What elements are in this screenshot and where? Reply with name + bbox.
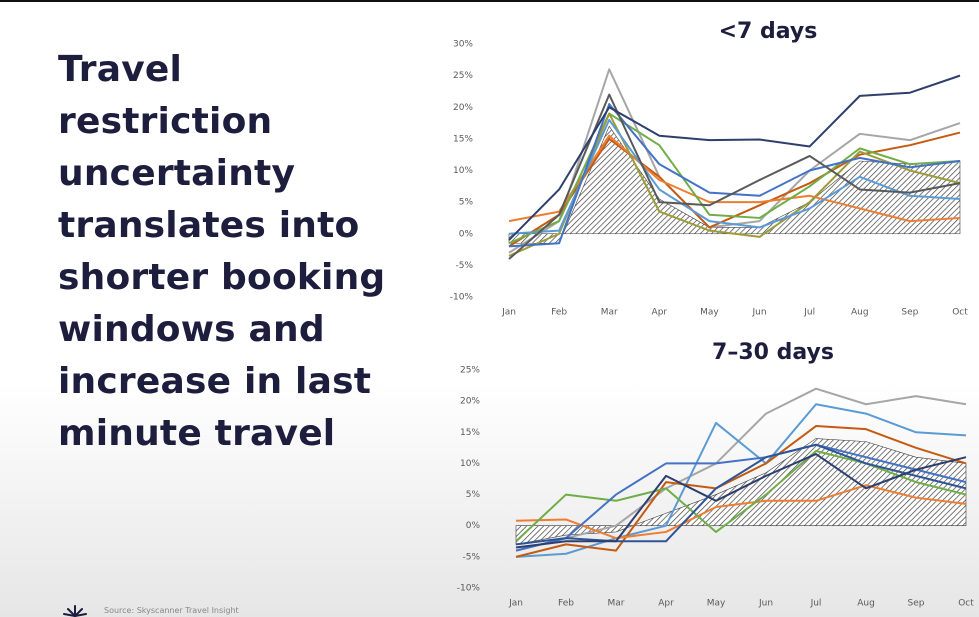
series-line	[515, 443, 967, 552]
x-tick-label: Aug	[851, 308, 869, 318]
y-tick-label: -10%	[450, 293, 474, 303]
headline-line: uncertainty	[58, 153, 296, 194]
x-tick-label: Sep	[908, 599, 925, 609]
headline-line: minute travel	[58, 413, 336, 454]
x-tick-label: May	[700, 308, 719, 318]
headline-line: shorter booking	[58, 257, 386, 298]
series-line	[515, 425, 967, 558]
y-tick-label: 0%	[466, 521, 481, 531]
headline-line: Travel	[58, 49, 183, 90]
headline-line: restriction	[58, 101, 273, 142]
x-tick-label: Feb	[558, 599, 574, 609]
x-tick-label: Jun	[758, 599, 773, 609]
series-line	[515, 484, 967, 540]
y-tick-label: -10%	[457, 584, 481, 594]
source-note: Source: Skyscanner Travel Insight	[104, 606, 239, 615]
headline: Travel restriction uncertainty translates i…	[58, 44, 418, 460]
x-tick-label: Feb	[551, 308, 567, 318]
y-tick-label: -5%	[455, 261, 473, 271]
y-tick-label: 15%	[460, 428, 480, 438]
x-tick-label: Mar	[601, 308, 618, 318]
chart-title: 7–30 days	[712, 340, 834, 365]
y-tick-label: 25%	[460, 366, 480, 376]
y-tick-label: 10%	[453, 166, 473, 176]
y-tick-label: 10%	[460, 459, 480, 469]
y-tick-label: 30%	[453, 40, 473, 50]
hatched-area	[515, 438, 967, 545]
y-tick-label: 0%	[459, 229, 474, 239]
y-tick-label: 20%	[453, 103, 473, 113]
x-tick-label: Oct	[952, 308, 968, 318]
y-tick-label: 5%	[466, 490, 481, 500]
series-line	[508, 103, 961, 248]
y-tick-label: 5%	[459, 198, 474, 208]
headline-line: windows and	[58, 309, 325, 350]
x-tick-label: Apr	[658, 599, 674, 609]
logo	[63, 605, 87, 617]
x-tick-label: Mar	[608, 599, 625, 609]
y-tick-label: 20%	[460, 397, 480, 407]
series-line	[515, 403, 967, 558]
series-line	[515, 449, 967, 543]
x-tick-label: Jan	[508, 599, 523, 609]
headline-line: increase in last	[58, 361, 372, 402]
series-line	[515, 453, 967, 549]
x-tick-label: Jul	[810, 599, 822, 609]
x-tick-label: Oct	[958, 599, 974, 609]
top-border	[0, 0, 979, 2]
x-tick-label: Jan	[501, 308, 516, 318]
x-tick-label: Sep	[901, 308, 918, 318]
y-tick-label: 15%	[453, 134, 473, 144]
x-tick-label: Jul	[803, 308, 815, 318]
x-tick-label: Apr	[652, 308, 668, 318]
series-line	[515, 387, 967, 552]
headline-line: translates into	[58, 205, 360, 246]
series-line	[508, 112, 961, 245]
y-tick-label: 25%	[453, 71, 473, 81]
chart-title: <7 days	[719, 19, 818, 44]
x-tick-label: Jun	[752, 308, 767, 318]
x-tick-label: May	[707, 599, 726, 609]
y-tick-label: -5%	[462, 552, 480, 562]
series-line	[508, 93, 961, 260]
x-tick-label: Aug	[857, 599, 875, 609]
series-line	[508, 74, 961, 241]
series-line	[515, 443, 967, 546]
